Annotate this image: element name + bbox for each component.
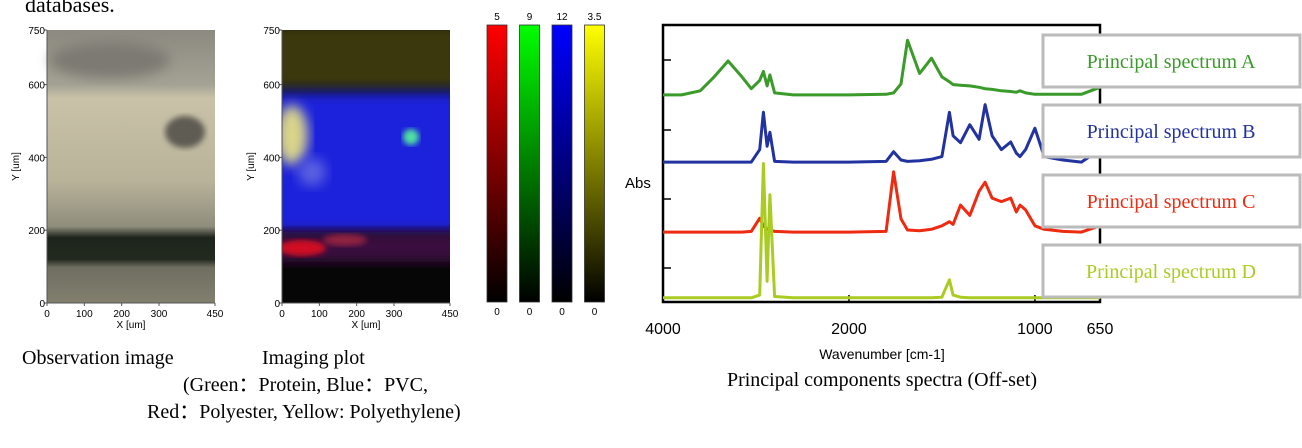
- x-tick-label: 450: [207, 309, 224, 320]
- x-tick-label: 300: [151, 309, 168, 320]
- y-tick-label: 750: [28, 26, 45, 37]
- y-tick-label: 400: [263, 153, 280, 164]
- colorbar-max: 9: [527, 12, 533, 23]
- y-tick-label: 400: [28, 153, 45, 164]
- caption: (Green：Protein, Blue：PVC,: [183, 374, 428, 396]
- caption: Principal components spectra (Off-set): [727, 369, 1037, 391]
- x-tick-label: 300: [386, 309, 403, 320]
- observation-photo: [47, 30, 215, 303]
- spectrum-line: [663, 103, 1101, 164]
- legend-box: [1041, 103, 1302, 159]
- y-axis-label: Abs: [625, 175, 651, 192]
- y-tick-label: 600: [28, 81, 45, 92]
- spectrum-line: [663, 170, 1101, 234]
- x-tick-label: 450: [442, 309, 459, 320]
- y-tick-label: 600: [263, 81, 280, 92]
- x-tick-label: 0: [44, 309, 50, 320]
- legend-box: [1041, 243, 1302, 299]
- colorbar-min: 0: [592, 307, 598, 318]
- y-axis-label: Y [um]: [246, 152, 257, 181]
- x-axis-label: X [um]: [117, 320, 146, 331]
- y-tick-label: 0: [39, 299, 45, 310]
- colorbar: [486, 24, 508, 303]
- intro-text: databases.: [25, 0, 115, 17]
- y-tick-label: 200: [28, 226, 45, 237]
- caption: Observation image: [22, 347, 174, 369]
- caption: Red：Polyester, Yellow: Polyethylene): [147, 401, 461, 423]
- x-tick-label: 2000: [831, 321, 867, 338]
- x-tick-label: 4000: [645, 321, 681, 338]
- x-tick-label: 100: [76, 309, 93, 320]
- legend-label: Principal spectrum C: [1087, 191, 1256, 213]
- y-tick-label: 200: [263, 226, 280, 237]
- colorbar-min: 0: [527, 307, 533, 318]
- colorbar-max: 3.5: [588, 12, 602, 23]
- x-axis-label: X [um]: [352, 320, 381, 331]
- x-axis-label: Wavenumber [cm-1]: [819, 346, 945, 362]
- y-tick-label: 0: [274, 299, 280, 310]
- spectrum-line: [663, 162, 1100, 300]
- colorbar: [584, 24, 605, 303]
- caption: Imaging plot: [262, 347, 365, 369]
- colorbar-max: 5: [494, 12, 500, 23]
- y-tick-label: 750: [263, 26, 280, 37]
- legend-label: Principal spectrum B: [1087, 121, 1256, 143]
- x-tick-label: 650: [1087, 321, 1114, 338]
- x-tick-label: 1000: [1017, 321, 1053, 338]
- legend-label: Principal spectrum D: [1086, 261, 1256, 283]
- spectrum-line: [663, 38, 1101, 97]
- y-axis-label: Y [um]: [11, 152, 22, 181]
- colorbar-max: 12: [556, 12, 568, 23]
- colorbar: [551, 24, 573, 303]
- legend-label: Principal spectrum A: [1087, 51, 1256, 73]
- legend-box: [1041, 173, 1302, 229]
- y-ticks: [663, 59, 1100, 269]
- x-tick-label: 200: [113, 309, 130, 320]
- imaging-map: [282, 30, 450, 303]
- colorbar: [519, 24, 540, 303]
- colorbar-min: 0: [494, 307, 500, 318]
- x-tick-label: 200: [348, 309, 365, 320]
- x-tick-label: 100: [311, 309, 328, 320]
- colorbar-min: 0: [559, 307, 565, 318]
- x-tick-label: 0: [279, 309, 285, 320]
- legend-box: [1041, 33, 1302, 89]
